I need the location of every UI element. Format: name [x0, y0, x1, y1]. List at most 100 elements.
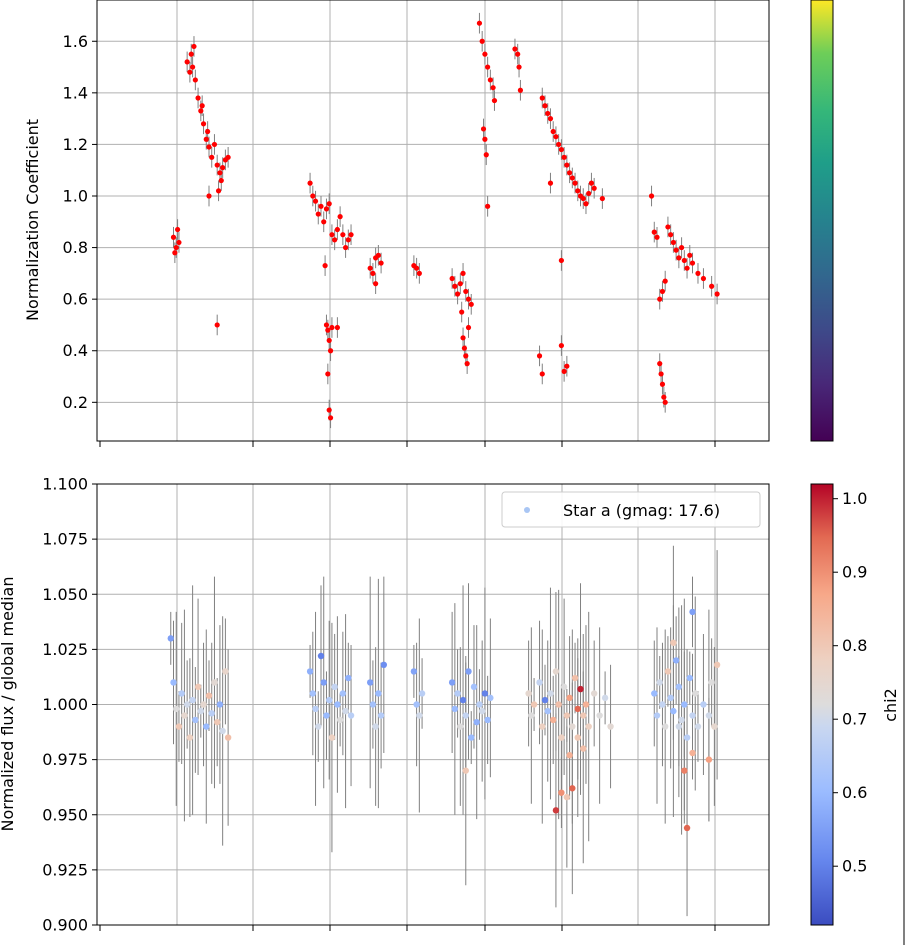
data-point — [454, 291, 461, 297]
data-point — [657, 296, 663, 302]
data-point — [370, 270, 376, 276]
data-point — [175, 723, 183, 730]
data-point — [687, 252, 693, 258]
data-point — [665, 224, 671, 230]
data-point — [328, 734, 336, 741]
y-tick-label: 0.975 — [42, 750, 88, 769]
data-point — [416, 270, 422, 276]
bottom-yticks: 0.900 0.925 0.950 0.975 1.000 1.025 1.050 1.075… — [42, 475, 97, 935]
y-tick-label: 1.0 — [63, 187, 88, 206]
data-point — [416, 712, 423, 719]
data-point — [315, 211, 321, 217]
top-points — [170, 20, 720, 421]
data-point — [468, 734, 475, 741]
data-point — [209, 154, 215, 160]
y-tick-label: 0.900 — [42, 916, 88, 935]
data-point — [552, 668, 560, 675]
data-point — [694, 723, 702, 730]
data-point — [323, 322, 330, 328]
data-point — [367, 265, 373, 271]
data-point — [553, 134, 559, 140]
data-point — [322, 263, 328, 269]
bottom-colorbar — [810, 483, 834, 926]
data-point — [482, 51, 488, 57]
data-point — [692, 690, 699, 697]
data-point — [194, 683, 202, 691]
data-point — [224, 734, 232, 741]
data-point — [681, 257, 687, 264]
data-point — [653, 712, 661, 719]
data-point — [547, 116, 554, 122]
data-point — [661, 723, 669, 730]
data-point — [418, 690, 426, 697]
data-point — [181, 712, 188, 719]
data-point — [216, 701, 224, 708]
data-point — [705, 756, 713, 763]
data-point — [544, 707, 551, 715]
data-point — [208, 710, 215, 717]
data-point — [651, 229, 657, 235]
bottom-points — [167, 608, 721, 832]
data-point — [552, 807, 560, 814]
data-point — [369, 701, 377, 708]
data-point — [334, 324, 340, 331]
data-point — [542, 103, 548, 109]
data-point — [329, 232, 335, 238]
data-point — [172, 250, 178, 256]
data-point — [326, 407, 332, 413]
top-ylabel: Normalization Coefficient — [23, 119, 42, 321]
legend: Star a (gmag: 17.6) — [501, 491, 761, 528]
data-point — [561, 154, 567, 160]
data-point — [574, 705, 581, 713]
data-point — [167, 635, 174, 642]
data-point — [556, 141, 562, 148]
data-point — [332, 237, 338, 243]
legend-marker — [524, 507, 530, 513]
data-point — [461, 345, 468, 351]
data-point — [345, 674, 352, 682]
y-tick-label: 1.2 — [63, 135, 88, 154]
data-point — [327, 415, 334, 421]
data-point — [206, 144, 212, 150]
data-point — [700, 275, 707, 282]
data-point — [309, 690, 317, 697]
y-tick-label: 1.6 — [63, 32, 88, 51]
data-point — [222, 668, 229, 675]
data-point — [516, 64, 522, 70]
data-point — [672, 657, 680, 664]
data-point — [464, 361, 470, 367]
data-point — [571, 674, 579, 682]
data-point — [550, 128, 556, 135]
data-point — [667, 694, 674, 702]
data-point — [561, 368, 567, 374]
data-point — [375, 690, 382, 697]
data-point — [200, 121, 207, 127]
data-point — [173, 705, 180, 713]
data-point — [325, 696, 333, 704]
data-point — [558, 734, 565, 741]
data-point — [326, 201, 332, 207]
data-point — [695, 270, 701, 276]
data-point — [199, 103, 205, 109]
data-point — [468, 301, 474, 307]
data-point — [569, 175, 575, 181]
data-point — [662, 278, 668, 284]
data-point — [372, 723, 379, 730]
y-tick-label: 1.100 — [42, 475, 88, 494]
data-point — [658, 371, 664, 377]
data-point — [563, 793, 571, 801]
data-point — [648, 193, 655, 199]
data-point — [582, 701, 590, 708]
data-point — [205, 128, 211, 135]
data-point — [375, 252, 381, 258]
data-point — [312, 198, 319, 204]
y-tick-label: 1.025 — [42, 640, 88, 659]
data-point — [187, 69, 193, 75]
data-point — [585, 723, 592, 730]
data-point — [575, 188, 581, 194]
data-point — [558, 257, 564, 264]
data-point — [517, 87, 524, 93]
data-point — [334, 701, 341, 708]
data-point — [681, 767, 688, 774]
data-point — [378, 260, 384, 266]
